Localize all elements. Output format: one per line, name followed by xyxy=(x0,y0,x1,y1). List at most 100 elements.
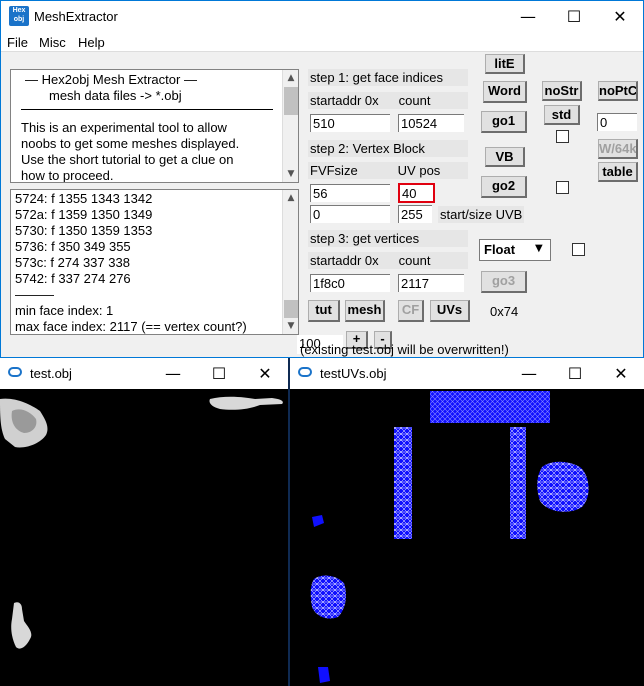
mesh-button[interactable]: mesh xyxy=(345,300,385,322)
step1-title: step 1: get face indices xyxy=(308,69,468,86)
zoom-input[interactable]: 100 xyxy=(297,335,343,354)
log-panel: 5724: f 1355 1343 1342 572a: f 1359 1350… xyxy=(10,189,299,335)
info-divider xyxy=(21,109,273,110)
minimize-button[interactable]: — xyxy=(520,7,536,26)
w64k-button[interactable]: W/64k xyxy=(598,139,638,159)
test-uvs-window: testUVs.obj — ☐ ✕ xyxy=(290,358,644,686)
close-button[interactable]: ✕ xyxy=(614,364,628,383)
info-text: noobs to get some meshes displayed. xyxy=(21,136,240,151)
lite-button[interactable]: litE xyxy=(485,54,525,74)
info-subtitle: mesh data files -> *.obj xyxy=(49,88,182,103)
log-scrollbar[interactable]: ▲ ▼ xyxy=(282,190,298,334)
go2-button[interactable]: go2 xyxy=(481,176,527,198)
main-window: Hex obj MeshExtractor — ☐ ✕ File Misc Hel… xyxy=(0,0,644,358)
menu-misc[interactable]: Misc xyxy=(39,35,66,50)
minus-button[interactable]: - xyxy=(374,331,392,349)
scroll-down-icon[interactable]: ▼ xyxy=(287,169,295,179)
close-button[interactable]: ✕ xyxy=(613,7,627,26)
type-dropdown[interactable]: Float ▼ xyxy=(479,239,551,261)
table-button[interactable]: table xyxy=(598,162,638,182)
mesh-viewport[interactable] xyxy=(0,389,288,686)
mesh-shape xyxy=(209,396,283,410)
test-uvs-titlebar: testUVs.obj — ☐ ✕ xyxy=(290,358,644,389)
step2-labels: FVFsize UV pos xyxy=(308,162,468,179)
side-input[interactable]: 0 xyxy=(597,113,637,131)
go1-button[interactable]: go1 xyxy=(481,111,527,133)
minimize-button[interactable]: — xyxy=(165,364,181,383)
tut-button[interactable]: tut xyxy=(308,300,340,322)
float-checkbox[interactable] xyxy=(572,243,585,256)
uv-island xyxy=(510,427,526,539)
test-obj-title: test.obj xyxy=(30,366,72,381)
info-scrollbar[interactable]: ▲ ▼ xyxy=(282,70,298,182)
mesh-shape xyxy=(11,602,32,649)
minimize-button[interactable]: — xyxy=(521,364,537,383)
step3-startaddr-input[interactable]: 1f8c0 xyxy=(310,274,390,292)
log-line: min face index: 1 xyxy=(15,303,114,318)
step3-labels: startaddr 0x count xyxy=(308,252,468,269)
step1-labels: startaddr 0x count xyxy=(308,92,468,109)
menu-file[interactable]: File xyxy=(7,35,28,50)
menu-help[interactable]: Help xyxy=(78,35,105,50)
maximize-button[interactable]: ☐ xyxy=(211,364,227,383)
noptc-button[interactable]: noPtC xyxy=(598,81,638,101)
uvb-label: start/size UVB xyxy=(438,206,525,223)
uvb-size-input[interactable]: 255 xyxy=(398,205,432,223)
step3-title: step 3: get vertices xyxy=(308,230,468,247)
info-panel: — Hex2obj Mesh Extractor — mesh data fil… xyxy=(10,69,299,183)
uv-island xyxy=(318,667,330,683)
uv-island xyxy=(430,391,550,423)
scroll-thumb[interactable] xyxy=(284,87,298,115)
hex-value-label: 0x74 xyxy=(490,304,519,319)
log-line: ——— xyxy=(15,287,54,302)
uv-render xyxy=(310,391,589,683)
scroll-up-icon[interactable]: ▲ xyxy=(287,193,295,203)
word-button[interactable]: Word xyxy=(483,81,527,103)
fvf-size-input[interactable]: 56 xyxy=(310,184,390,202)
title-bar: Hex obj MeshExtractor — ☐ ✕ xyxy=(1,1,643,32)
app-icon: Hex obj xyxy=(9,6,29,26)
scroll-up-icon[interactable]: ▲ xyxy=(287,73,295,83)
log-line: 573c: f 274 337 338 xyxy=(15,255,130,270)
uvb-start-input[interactable]: 0 xyxy=(310,205,390,223)
std-button[interactable]: std xyxy=(544,105,580,125)
uv-island xyxy=(312,515,324,527)
uv-viewport[interactable] xyxy=(290,389,644,686)
window-title: MeshExtractor xyxy=(34,9,118,24)
maximize-button[interactable]: ☐ xyxy=(567,364,583,383)
step3-count-input[interactable]: 2117 xyxy=(398,274,464,292)
step2-title: step 2: Vertex Block xyxy=(308,140,468,157)
close-button[interactable]: ✕ xyxy=(258,364,272,383)
uv-island xyxy=(394,427,412,539)
overwrite-note: (existing test.obj will be overwritten!) xyxy=(300,342,509,357)
log-line: 5724: f 1355 1343 1342 xyxy=(15,191,153,206)
scroll-thumb[interactable] xyxy=(284,300,298,318)
nostr-button[interactable]: noStr xyxy=(542,81,582,101)
vb-button[interactable]: VB xyxy=(485,147,525,167)
dropdown-value: Float xyxy=(484,242,516,257)
cf-button[interactable]: CF xyxy=(398,300,424,322)
scroll-down-icon[interactable]: ▼ xyxy=(287,321,295,331)
log-line: 5742: f 337 274 276 xyxy=(15,271,131,286)
go2-checkbox[interactable] xyxy=(556,181,569,194)
step1-startaddr-input[interactable]: 510 xyxy=(310,114,390,132)
mesh-shape xyxy=(11,409,37,433)
window-icon xyxy=(298,367,312,377)
std-checkbox[interactable] xyxy=(556,130,569,143)
go3-button[interactable]: go3 xyxy=(481,271,527,293)
maximize-button[interactable]: ☐ xyxy=(566,7,582,26)
uv-island xyxy=(537,461,589,512)
window-icon xyxy=(8,367,22,377)
log-line: 5736: f 350 349 355 xyxy=(15,239,131,254)
test-obj-window: test.obj — ☐ ✕ xyxy=(0,358,288,686)
uv-island xyxy=(310,575,346,619)
menu-bar: File Misc Help xyxy=(1,32,643,52)
uvs-button[interactable]: UVs xyxy=(430,300,470,322)
info-text: This is an experimental tool to allow xyxy=(21,120,227,135)
step1-count-input[interactable]: 10524 xyxy=(398,114,464,132)
plus-button[interactable]: + xyxy=(346,331,368,349)
test-uvs-title: testUVs.obj xyxy=(320,366,387,381)
info-text: Use the short tutorial to get a clue on xyxy=(21,152,234,167)
info-title: — Hex2obj Mesh Extractor — xyxy=(25,72,197,87)
uv-pos-input[interactable]: 40 xyxy=(398,183,435,203)
